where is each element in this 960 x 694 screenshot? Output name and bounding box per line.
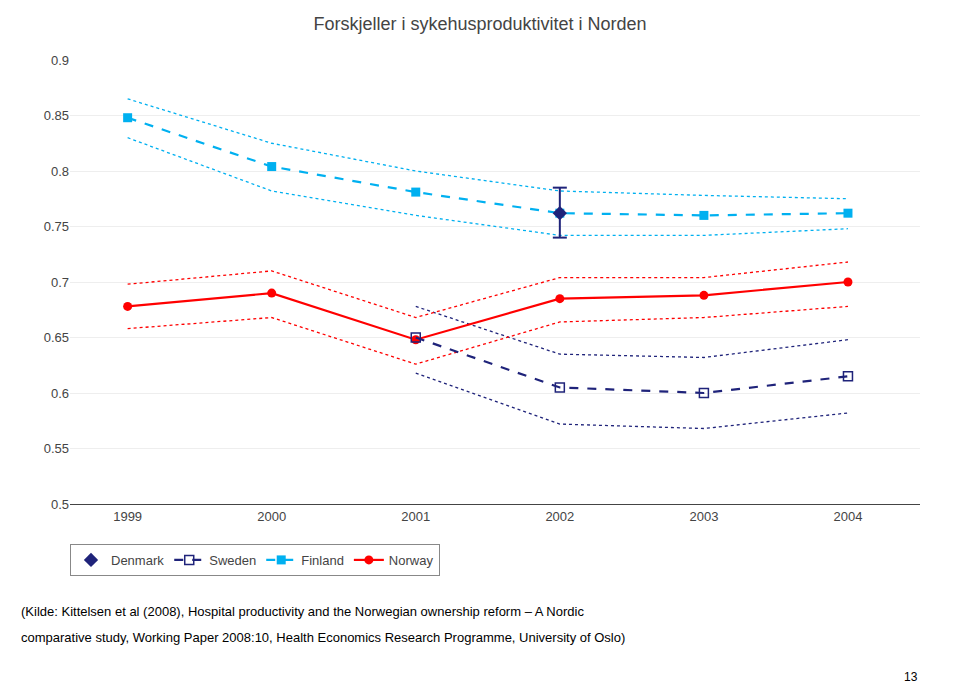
svg-text:comparative study, Working Pap: comparative study, Working Paper 2008:10…: [21, 630, 625, 645]
svg-text:0.55: 0.55: [44, 441, 69, 456]
svg-text:0.75: 0.75: [44, 219, 69, 234]
svg-text:2000: 2000: [257, 509, 286, 524]
svg-text:1999: 1999: [113, 509, 142, 524]
svg-text:13: 13: [904, 670, 918, 684]
svg-text:2002: 2002: [545, 509, 574, 524]
svg-text:0.5: 0.5: [51, 497, 69, 512]
svg-text:Finland: Finland: [301, 553, 344, 568]
svg-text:(Kilde: Kittelsen et al (2008): (Kilde: Kittelsen et al (2008), Hospital…: [21, 604, 584, 619]
svg-text:0.8: 0.8: [51, 164, 69, 179]
svg-text:Sweden: Sweden: [209, 553, 256, 568]
svg-text:2001: 2001: [401, 509, 430, 524]
svg-text:Norway: Norway: [389, 553, 434, 568]
svg-text:0.6: 0.6: [51, 386, 69, 401]
svg-text:2003: 2003: [689, 509, 718, 524]
svg-text:0.65: 0.65: [44, 330, 69, 345]
svg-text:0.9: 0.9: [51, 53, 69, 68]
svg-text:Denmark: Denmark: [111, 553, 164, 568]
svg-text:2004: 2004: [834, 509, 863, 524]
svg-text:0.85: 0.85: [44, 108, 69, 123]
svg-text:0.7: 0.7: [51, 275, 69, 290]
svg-text:Forskjeller i sykehusproduktiv: Forskjeller i sykehusproduktivitet i Nor…: [313, 14, 646, 34]
